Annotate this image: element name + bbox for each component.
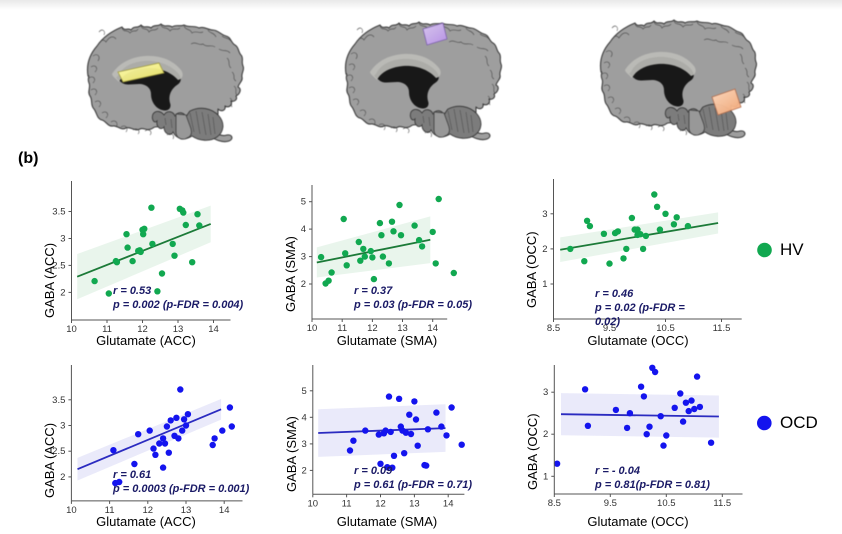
svg-text:2: 2 bbox=[542, 244, 547, 255]
svg-text:13: 13 bbox=[409, 498, 420, 509]
svg-text:4: 4 bbox=[302, 412, 307, 423]
svg-text:3.5: 3.5 bbox=[52, 207, 65, 218]
svg-text:2: 2 bbox=[302, 465, 307, 476]
svg-text:3: 3 bbox=[60, 421, 65, 432]
svg-text:3: 3 bbox=[301, 252, 306, 263]
svg-text:2: 2 bbox=[543, 429, 548, 440]
svg-text:12: 12 bbox=[375, 498, 386, 509]
svg-text:10: 10 bbox=[308, 498, 319, 509]
svg-text:11.5: 11.5 bbox=[713, 498, 731, 509]
svg-text:3: 3 bbox=[60, 234, 65, 245]
svg-text:1: 1 bbox=[543, 471, 548, 482]
svg-text:4: 4 bbox=[301, 224, 306, 235]
svg-text:3: 3 bbox=[542, 209, 547, 220]
svg-text:3: 3 bbox=[302, 439, 307, 450]
svg-text:11: 11 bbox=[342, 498, 352, 509]
svg-text:10.5: 10.5 bbox=[657, 498, 676, 509]
svg-text:2: 2 bbox=[60, 472, 65, 483]
svg-text:5: 5 bbox=[302, 386, 307, 397]
svg-text:2: 2 bbox=[301, 279, 306, 290]
svg-text:8.5: 8.5 bbox=[548, 498, 561, 509]
svg-text:14: 14 bbox=[443, 498, 454, 509]
svg-text:1: 1 bbox=[542, 279, 547, 290]
svg-text:2: 2 bbox=[60, 287, 65, 298]
svg-text:5: 5 bbox=[301, 197, 306, 208]
svg-text:9.5: 9.5 bbox=[604, 498, 617, 509]
svg-text:3: 3 bbox=[543, 387, 548, 398]
svg-text:3.5: 3.5 bbox=[52, 395, 65, 406]
